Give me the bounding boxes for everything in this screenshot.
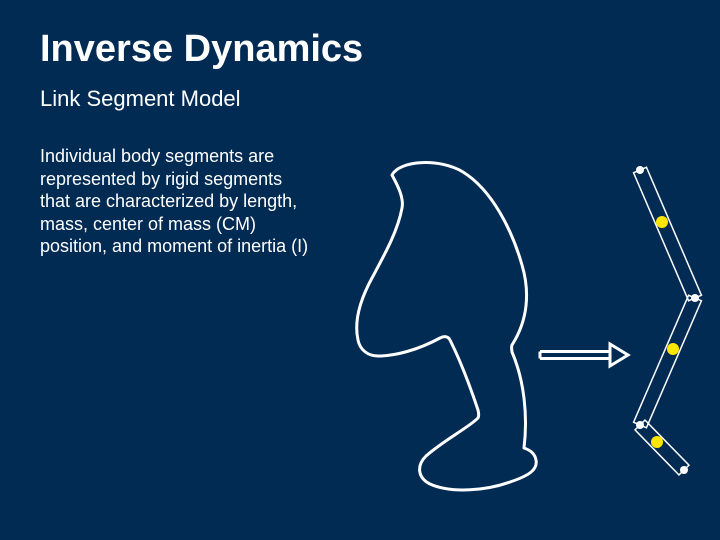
diagram-canvas <box>0 0 720 540</box>
joint-ankle <box>636 421 644 429</box>
segment <box>634 167 702 301</box>
cm-marker-1 <box>667 343 679 355</box>
joint-hip <box>636 166 644 174</box>
leg-outline <box>357 163 536 490</box>
joint-toe <box>680 466 688 474</box>
segment <box>635 420 689 475</box>
arrow-icon <box>540 344 628 366</box>
link-segment-model <box>634 166 702 475</box>
cm-marker-2 <box>651 436 663 448</box>
segment <box>634 295 702 428</box>
cm-marker-0 <box>656 216 668 228</box>
slide: Inverse Dynamics Link Segment Model Indi… <box>0 0 720 540</box>
joint-knee <box>691 294 699 302</box>
